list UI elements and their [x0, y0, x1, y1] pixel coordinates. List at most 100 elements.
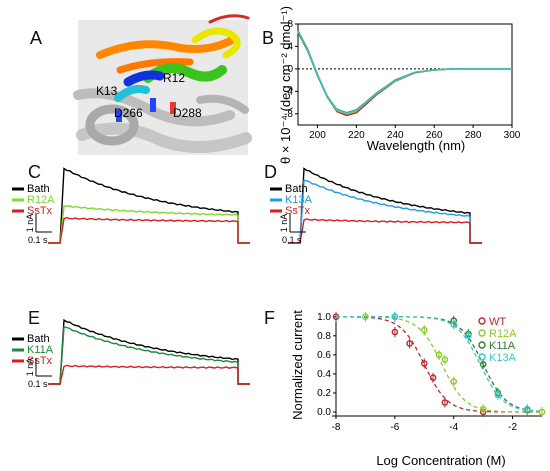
dose-data-point — [420, 326, 428, 334]
cd-x-tick-label: 220 — [348, 130, 365, 141]
dose-data-point — [494, 391, 502, 399]
dose-legend-marker — [478, 353, 486, 361]
scale-time-label: 0.1 s — [28, 235, 48, 245]
current-trace — [48, 205, 250, 244]
scale-current-label: 1 nA — [25, 358, 35, 377]
legend-label: Bath — [27, 183, 50, 195]
dose-data-point — [391, 313, 399, 321]
dose-y-axis-title: Normalized current — [290, 310, 305, 420]
structure-label-r12: R12 — [163, 71, 185, 85]
dose-legend-marker — [478, 317, 486, 325]
dose-legend-label: R12A — [489, 328, 517, 340]
cd-y-axis-title: θ × 10⁻⁴ (deg cm⁻² dmol⁻¹) — [278, 6, 293, 164]
panel-b-letter: B — [262, 28, 274, 48]
panel-d-letter: D — [264, 162, 277, 182]
dose-x-axis-title: Log Concentration (M) — [376, 453, 505, 468]
panel-a: A K13 R12 D266 D288 — [30, 14, 252, 155]
dose-data-point — [479, 405, 487, 413]
dose-data-point — [441, 356, 449, 363]
cd-y-tick-label: -4 — [284, 86, 293, 97]
dose-y-tick-label: 1.0 — [317, 312, 331, 323]
scale-current-label: 1 nA — [279, 214, 289, 233]
dose-legend-marker — [478, 341, 486, 349]
current-trace — [48, 216, 250, 244]
structure-label-d266: D266 — [114, 106, 143, 120]
cd-series-line — [297, 31, 512, 115]
legend-label: SsTx — [27, 205, 53, 217]
dose-y-tick-label: 0.8 — [317, 331, 331, 342]
cd-y-tick-label: -8 — [284, 109, 293, 120]
current-trace — [288, 167, 482, 244]
legend-label: Bath — [285, 183, 308, 195]
cd-x-tick-label: 200 — [309, 130, 326, 141]
dose-data-point — [450, 321, 458, 328]
dose-y-tick-label: 0.2 — [317, 388, 331, 399]
dose-data-point — [362, 313, 369, 321]
cd-x-tick-label: 260 — [426, 130, 443, 141]
dose-data-point — [523, 405, 531, 413]
dose-data-point — [465, 332, 472, 340]
cd-plot: 200 220 240 260 280 300 -8 -4 0 4 8 — [284, 19, 521, 141]
cd-series-line — [297, 30, 512, 117]
panel-b: B θ × 10⁻⁴ (deg cm⁻² dmol⁻¹) 200 220 240 26… — [262, 6, 521, 164]
dose-legend-label: K13A — [489, 352, 517, 364]
cd-x-tick-label: 240 — [387, 130, 404, 141]
cd-x-tick-label: 280 — [465, 130, 482, 141]
panel-e-letter: E — [28, 308, 40, 328]
dose-data-point — [479, 361, 487, 368]
structure-image — [73, 14, 252, 153]
current-trace — [48, 326, 250, 385]
dose-y-tick-label: 0.0 — [317, 407, 331, 418]
current-trace — [48, 318, 250, 385]
structure-label-k13: K13 — [96, 84, 118, 98]
dose-x-tick-label: -8 — [332, 422, 341, 433]
dose-data-point — [450, 378, 458, 385]
cd-y-tick-label: 4 — [287, 41, 293, 52]
scale-time-label: 0.1 s — [28, 379, 48, 389]
scale-current-label: 1 nA — [25, 214, 35, 233]
dose-x-tick-label: -6 — [390, 422, 399, 433]
current-trace — [288, 179, 482, 244]
panel-a-letter: A — [30, 28, 42, 48]
dose-data-point — [441, 399, 449, 406]
dose-data-point — [391, 328, 399, 336]
legend-label: K13A — [285, 194, 313, 206]
cd-plot-frame — [297, 23, 513, 126]
dose-x-tick-label: -2 — [508, 422, 517, 433]
dose-x-tick-label: -4 — [449, 422, 458, 433]
dose-data-point — [435, 351, 443, 359]
legend-label: SsTx — [27, 355, 53, 367]
dose-y-tick-label: 0.4 — [317, 369, 331, 380]
panel-f-letter: F — [264, 308, 275, 328]
legend-label: Bath — [27, 333, 50, 345]
current-trace — [48, 167, 250, 244]
panel-f: F Normalized current 0.0 0.2 0.4 0.6 0.8 1.0 -… — [264, 308, 546, 468]
legend-label: SsTx — [285, 205, 311, 217]
current-trace — [288, 218, 482, 244]
cd-y-tick-label: 0 — [287, 64, 293, 75]
cd-x-axis-title: Wavelength (nm) — [367, 138, 466, 153]
dose-y-tick-label: 0.6 — [317, 350, 331, 361]
panel-c-letter: C — [28, 162, 41, 182]
dose-legend-label: WT — [489, 316, 506, 328]
dose-data-point — [429, 374, 437, 382]
legend-label: K11A — [27, 344, 54, 356]
structure-label-d288: D288 — [173, 106, 202, 120]
legend-label: R12A — [27, 194, 55, 206]
cd-series-line — [297, 30, 512, 114]
cd-x-tick-label: 300 — [504, 130, 521, 141]
cd-y-tick-label: 8 — [287, 19, 293, 30]
dose-fit-curve — [336, 316, 542, 413]
dose-legend-label: K11A — [489, 340, 516, 352]
scale-time-label: 0.1 s — [282, 235, 302, 245]
dose-legend-marker — [478, 329, 486, 337]
dose-data-point — [420, 360, 428, 367]
current-trace — [48, 364, 250, 385]
dose-data-point — [406, 340, 413, 347]
